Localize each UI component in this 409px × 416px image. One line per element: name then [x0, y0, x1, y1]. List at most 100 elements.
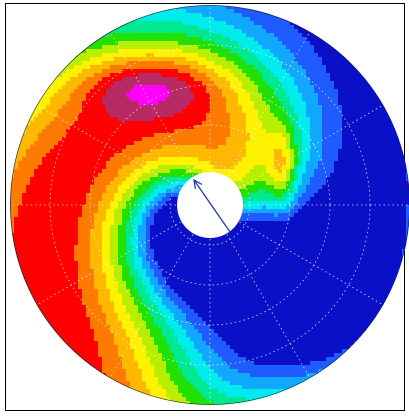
contour-cell — [10, 325, 19, 330]
contour-cell — [146, 253, 155, 258]
contour-cell — [18, 117, 35, 122]
contour-cell — [78, 269, 95, 274]
contour-cell — [234, 9, 275, 14]
contour-cell — [102, 357, 123, 362]
contour-cell — [358, 337, 375, 342]
contour-cell — [146, 289, 155, 294]
contour-cell — [202, 337, 223, 342]
contour-cell — [170, 285, 395, 290]
contour-cell — [298, 177, 303, 182]
contour-cell — [322, 141, 343, 146]
contour-cell — [10, 305, 15, 310]
contour-cell — [262, 25, 295, 30]
contour-cell — [154, 341, 167, 346]
contour-cell — [166, 337, 179, 342]
contour-cell — [26, 89, 43, 94]
contour-cell — [130, 197, 139, 202]
contour-cell — [134, 201, 143, 206]
contour-cell — [398, 37, 409, 42]
contour-cell — [134, 229, 139, 234]
contour-cell — [210, 365, 231, 370]
contour-cell — [10, 353, 31, 358]
contour-cell — [226, 361, 255, 366]
contour-cell — [326, 181, 409, 186]
contour-cell — [106, 281, 119, 286]
contour-cell — [14, 101, 31, 106]
contour-cell — [134, 285, 147, 290]
contour-cell — [142, 261, 151, 266]
contour-cell — [226, 97, 239, 102]
contour-cell — [162, 313, 175, 318]
contour-cell — [122, 301, 135, 306]
contour-cell — [126, 93, 171, 98]
contour-cell — [166, 189, 183, 194]
contour-cell — [126, 253, 135, 258]
contour-cell — [278, 169, 283, 174]
contour-cell — [146, 321, 155, 326]
contour-cell — [90, 253, 103, 258]
contour-cell — [334, 353, 355, 358]
contour-cell — [82, 301, 99, 306]
contour-cell — [158, 305, 167, 310]
contour-cell — [98, 301, 115, 306]
contour-cell — [158, 281, 167, 286]
contour-cell — [346, 357, 367, 362]
contour-cell — [298, 61, 323, 66]
contour-cell — [78, 53, 103, 58]
contour-cell — [238, 97, 251, 102]
contour-cell — [146, 233, 151, 238]
contour-cell — [130, 289, 139, 294]
contour-cell — [142, 377, 159, 382]
contour-cell — [158, 173, 199, 178]
contour-cell — [110, 241, 119, 246]
contour-cell — [378, 369, 395, 374]
contour-cell — [122, 165, 143, 170]
contour-cell — [118, 117, 155, 122]
contour-cell — [318, 189, 409, 194]
contour-cell — [322, 113, 343, 118]
contour-cell — [90, 261, 103, 266]
contour-cell — [10, 89, 27, 94]
contour-cell — [222, 93, 239, 98]
contour-cell — [10, 217, 15, 222]
contour-cell — [106, 285, 119, 290]
contour-cell — [234, 25, 263, 30]
contour-cell — [250, 193, 275, 198]
contour-cell — [322, 61, 387, 66]
contour-cell — [90, 317, 107, 322]
contour-cell — [38, 37, 63, 42]
contour-cell — [310, 197, 409, 202]
contour-cell — [226, 101, 239, 106]
contour-cell — [286, 157, 291, 162]
contour-cell — [338, 101, 399, 106]
contour-cell — [14, 393, 31, 398]
contour-cell — [302, 145, 311, 150]
contour-cell — [294, 125, 299, 130]
contour-cell — [214, 349, 235, 354]
contour-cell — [382, 353, 399, 358]
contour-cell — [338, 89, 395, 94]
contour-cell — [78, 265, 91, 270]
contour-cell — [134, 261, 143, 266]
contour-cell — [302, 173, 315, 178]
contour-cell — [10, 193, 23, 198]
contour-cell — [334, 85, 395, 90]
contour-cell — [106, 105, 187, 110]
contour-cell — [138, 245, 147, 250]
contour-cell — [10, 185, 27, 190]
contour-cell — [390, 25, 407, 30]
contour-cell — [146, 229, 151, 234]
contour-cell — [134, 205, 143, 210]
contour-cell — [150, 277, 159, 282]
contour-cell — [226, 21, 255, 26]
contour-cell — [386, 21, 407, 26]
contour-cell — [122, 193, 135, 198]
contour-cell — [174, 61, 199, 66]
contour-cell — [26, 125, 47, 130]
contour-cell — [22, 341, 99, 346]
contour-cell — [150, 361, 167, 366]
contour-cell — [102, 245, 111, 250]
contour-cell — [10, 37, 39, 42]
contour-cell — [122, 365, 139, 370]
contour-cell — [218, 145, 247, 150]
